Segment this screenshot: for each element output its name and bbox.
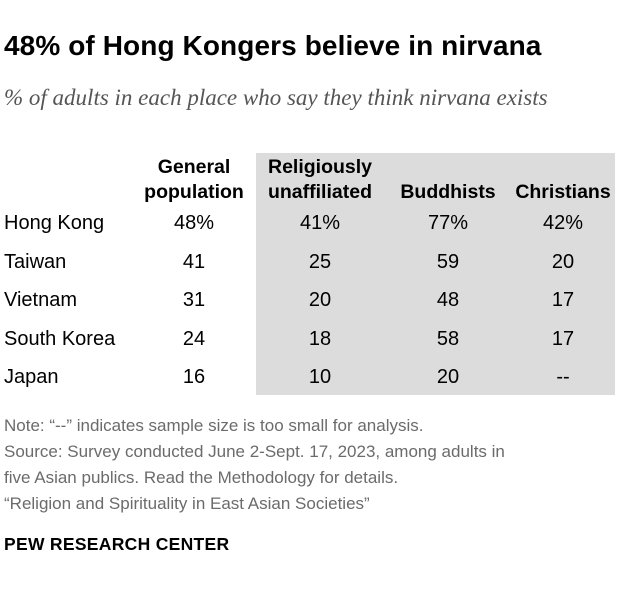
row-label: South Korea	[4, 328, 116, 350]
table-cell: --	[556, 366, 570, 388]
column-header-2-line1: Religiously	[267, 156, 373, 178]
table-cell: 24	[182, 328, 206, 350]
column-header-1-line2: population	[144, 181, 244, 203]
table-cell: 77%	[427, 212, 469, 234]
pew-logo-text: PEW RESEARCH CENTER	[4, 534, 230, 554]
table-cell: 58	[436, 328, 460, 350]
table-cell: 20	[436, 366, 460, 388]
row-label: Taiwan	[4, 251, 67, 273]
table-cell: 16	[182, 366, 206, 388]
table-cell: 41	[182, 251, 206, 273]
row-label: Vietnam	[4, 289, 78, 311]
table-cell: 48%	[173, 212, 215, 234]
report-title-text: “Religion and Spirituality in East Asian…	[4, 494, 370, 513]
row-label: Japan	[4, 366, 59, 388]
chart-title: 48% of Hong Kongers believe in nirvana	[4, 30, 542, 61]
shaded-columns-background	[256, 153, 615, 395]
table-cell: 10	[308, 366, 332, 388]
table-cell: 41%	[299, 212, 341, 234]
column-header-4-line2: Christians	[515, 181, 611, 203]
table-cell: 48	[436, 289, 460, 311]
chart-subtitle: % of adults in each place who say they t…	[4, 85, 548, 110]
table-cell: 17	[551, 289, 575, 311]
table-cell: 59	[436, 251, 460, 273]
table-cell: 20	[551, 251, 575, 273]
table-cell: 31	[182, 289, 206, 311]
table-cell: 18	[308, 328, 332, 350]
row-label: Hong Kong	[4, 212, 105, 234]
column-header-2-line2: unaffiliated	[267, 181, 372, 203]
table-cell: 42%	[542, 212, 584, 234]
note-text: Note: “--” indicates sample size is too …	[4, 416, 424, 435]
column-header-3-line2: Buddhists	[400, 181, 496, 203]
source-text-line1: Source: Survey conducted June 2-Sept. 17…	[4, 442, 505, 461]
source-text-line2: five Asian publics. Read the Methodology…	[4, 468, 399, 487]
column-header-1-line1: General	[157, 156, 231, 178]
table-cell: 20	[308, 289, 332, 311]
table-cell: 17	[551, 328, 575, 350]
table-cell: 25	[308, 251, 332, 273]
